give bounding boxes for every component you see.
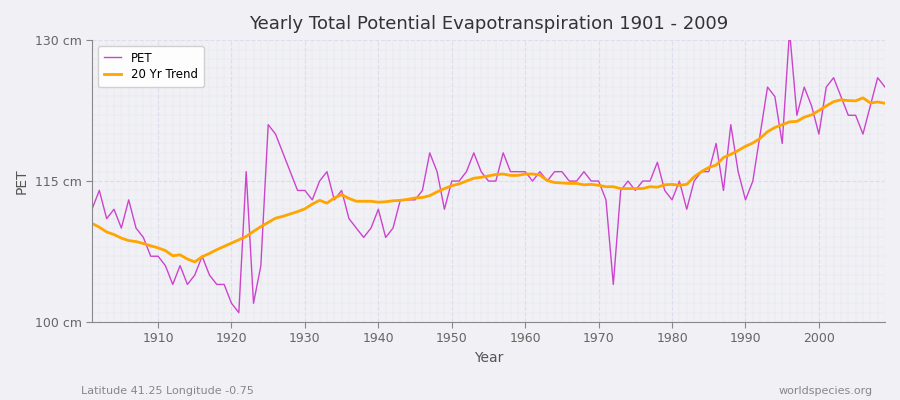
- 20 Yr Trend: [520, 172, 531, 176]
- PET: [233, 310, 244, 315]
- 20 Yr Trend: [314, 198, 325, 203]
- PET: [314, 179, 325, 184]
- Title: Yearly Total Potential Evapotranspiration 1901 - 2009: Yearly Total Potential Evapotranspiratio…: [249, 15, 728, 33]
- 20 Yr Trend: [358, 199, 369, 204]
- Line: 20 Yr Trend: 20 Yr Trend: [92, 98, 885, 262]
- Y-axis label: PET: PET: [15, 168, 29, 194]
- 20 Yr Trend: [616, 186, 626, 191]
- PET: [520, 169, 531, 174]
- PET: [879, 85, 890, 90]
- PET: [145, 254, 156, 259]
- 20 Yr Trend: [189, 260, 200, 264]
- 20 Yr Trend: [858, 96, 868, 100]
- Text: Latitude 41.25 Longitude -0.75: Latitude 41.25 Longitude -0.75: [81, 386, 254, 396]
- Line: PET: PET: [92, 31, 885, 313]
- Text: worldspecies.org: worldspecies.org: [778, 386, 873, 396]
- 20 Yr Trend: [879, 101, 890, 106]
- PET: [527, 179, 538, 184]
- 20 Yr Trend: [145, 244, 156, 248]
- PET: [616, 188, 626, 193]
- Legend: PET, 20 Yr Trend: PET, 20 Yr Trend: [98, 46, 203, 87]
- PET: [358, 235, 369, 240]
- PET: [784, 28, 795, 33]
- X-axis label: Year: Year: [473, 351, 503, 365]
- 20 Yr Trend: [527, 172, 538, 176]
- 20 Yr Trend: [86, 221, 97, 226]
- PET: [86, 207, 97, 212]
